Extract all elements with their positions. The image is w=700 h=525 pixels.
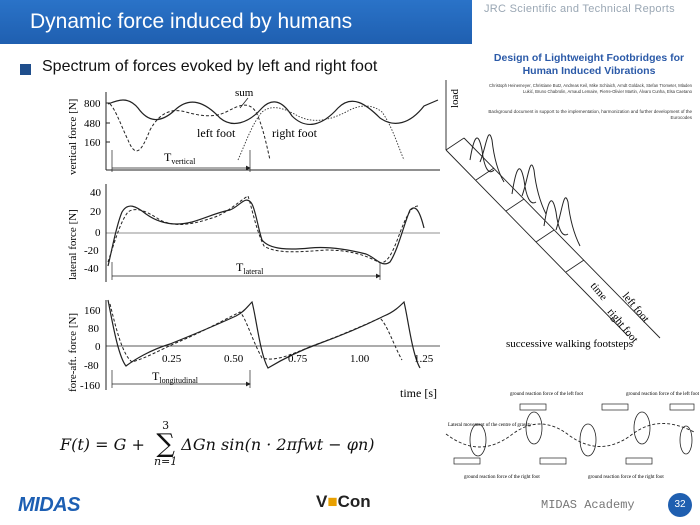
gait-force-box-top-2: [601, 403, 629, 411]
vertical-left-foot-curve: [109, 103, 271, 161]
vertical-sum-pointer: [239, 97, 249, 109]
footstep-diagram: load time left foot right foot successiv…: [445, 80, 661, 350]
footstep-curve-5: [543, 200, 569, 236]
foreaft-tick-n80: -80: [84, 360, 99, 372]
lateral-curve-dashed: [107, 195, 419, 264]
vcon-dot-icon: ■: [327, 492, 338, 511]
gait-grf-right-1: ground reaction force of the right foot: [464, 475, 540, 480]
vcon-v: V: [316, 492, 328, 511]
lateral-tick-n20: -20: [84, 245, 99, 257]
gait-cog-path: [445, 423, 695, 448]
vertical-force-chart: vertical force [N] 800 480 160 sum left …: [67, 87, 440, 175]
gait-person-5: [679, 425, 693, 455]
slide-subtitle: Spectrum of forces evoked by left and ri…: [42, 58, 378, 75]
lateral-period-label: Tlateral: [236, 260, 264, 276]
lateral-tick-20: 20: [90, 206, 102, 218]
footstep-load-label: load: [449, 89, 461, 108]
formula-term: ΔGn sin(n · 2πfwt − φn): [181, 434, 375, 454]
vertical-ylabel: vertical force [N]: [67, 99, 79, 175]
foreaft-force-chart: fore-aft. force [N] 160 80 0 -80 -160 0.…: [67, 299, 440, 400]
footstep-rung-0: [445, 137, 465, 151]
footstep-rung-3: [535, 229, 555, 243]
foreaft-xtick-125: 1.25: [414, 353, 434, 365]
slide-title: Dynamic force induced by humans: [30, 10, 353, 33]
foreaft-period-label: Tlongitudinal: [152, 369, 199, 385]
footstep-rung-2: [505, 198, 525, 212]
footstep-base-line-2: [463, 137, 661, 339]
academy-label: MIDAS Academy: [541, 498, 635, 512]
foreaft-xtick-025: 0.25: [162, 353, 182, 365]
foreaft-curve-solid: [107, 299, 421, 369]
footstep-curve-2: [479, 134, 505, 183]
footstep-curve-4: [521, 164, 547, 215]
lateral-force-chart: lateral force [N] 40 20 0 -20 -40 Tlater…: [67, 184, 440, 282]
formula-sum: 3 ∑ n=1: [154, 420, 177, 468]
lateral-tick-40: 40: [90, 187, 102, 199]
lateral-tick-n40: -40: [84, 263, 99, 275]
midas-logo: MIDAS: [18, 494, 80, 516]
gait-diagram: ground reaction force of the left foot g…: [445, 392, 700, 480]
gait-person-4: [633, 411, 651, 445]
title-bar: Dynamic force induced by humans: [0, 0, 472, 44]
vertical-sum-curve: [107, 99, 439, 125]
footstep-rung-4: [565, 259, 585, 273]
foreaft-xlabel: time [s]: [400, 386, 437, 400]
foreaft-tick-80: 80: [88, 323, 100, 335]
foreaft-xtick-075: 0.75: [288, 353, 308, 365]
foreaft-tick-n160: -160: [80, 380, 101, 392]
gait-person-2: [525, 411, 543, 445]
gait-person-3: [579, 423, 597, 457]
gait-lateral-label: Lateral movement of the centre of gravit…: [448, 423, 532, 428]
gait-force-box-top-1: [519, 403, 547, 411]
gait-grf-right-2: ground reaction force of the right foot: [588, 475, 664, 480]
formula-lhs: F(t) = G +: [60, 434, 150, 454]
lateral-tick-0: 0: [95, 227, 101, 239]
foreaft-tick-160: 160: [84, 305, 101, 317]
formula: F(t) = G + 3 ∑ n=1 ΔGn sin(n · 2πfwt − φ…: [60, 420, 375, 468]
gait-person-1: [469, 423, 487, 457]
footstep-curve-1: [469, 137, 495, 173]
gait-force-box-top-3: [669, 403, 695, 411]
vcon-con: Con: [337, 492, 371, 511]
footstep-base-line-1: [445, 149, 629, 337]
foreaft-tick-0: 0: [95, 341, 101, 353]
vertical-period-label: Tvertical: [164, 150, 196, 166]
gait-force-box-bottom-2: [539, 457, 567, 465]
gait-grf-left-1: ground reaction force of the left foot: [510, 392, 584, 397]
page-number: 32: [668, 493, 692, 517]
vertical-tick-160: 160: [84, 137, 101, 149]
report-note: Background document in support to the im…: [488, 109, 692, 120]
footstep-curve-6: [555, 197, 581, 247]
lateral-curve-solid: [107, 199, 425, 267]
footstep-rung-1: [475, 167, 495, 181]
vertical-right-foot-curve: [237, 105, 405, 161]
vertical-label-left-foot: left foot: [197, 126, 236, 140]
vertical-label-right-foot: right foot: [272, 126, 318, 140]
bullet-square-icon: [20, 64, 31, 75]
report-authors: Christoph Heinemeyer, Christiane Butz, A…: [489, 83, 692, 94]
footstep-caption: successive walking footsteps: [506, 338, 633, 350]
vertical-tick-480: 480: [84, 118, 101, 130]
jrc-series-label: JRC Scientific and Technical Reports: [484, 3, 675, 15]
vertical-label-sum: sum: [235, 87, 254, 99]
vcon-logo: V■Con: [316, 492, 371, 512]
lateral-ylabel: lateral force [N]: [67, 209, 79, 280]
footstep-curve-3: [511, 168, 537, 204]
gait-grf-left-2: ground reaction force of the left foot: [626, 392, 700, 397]
vertical-tick-800: 800: [84, 98, 101, 110]
foreaft-xtick-100: 1.00: [350, 353, 370, 365]
sigma-icon: ∑: [156, 429, 175, 459]
report-title: Design of Lightweight Footbridges for Hu…: [493, 52, 685, 77]
foreaft-xtick-050: 0.50: [224, 353, 244, 365]
foreaft-ylabel: fore-aft. force [N]: [67, 313, 79, 392]
gait-force-box-bottom-1: [453, 457, 481, 465]
formula-sum-top: 3: [162, 419, 170, 432]
formula-sum-bottom: n=1: [153, 455, 178, 468]
gait-force-box-bottom-3: [625, 457, 653, 465]
